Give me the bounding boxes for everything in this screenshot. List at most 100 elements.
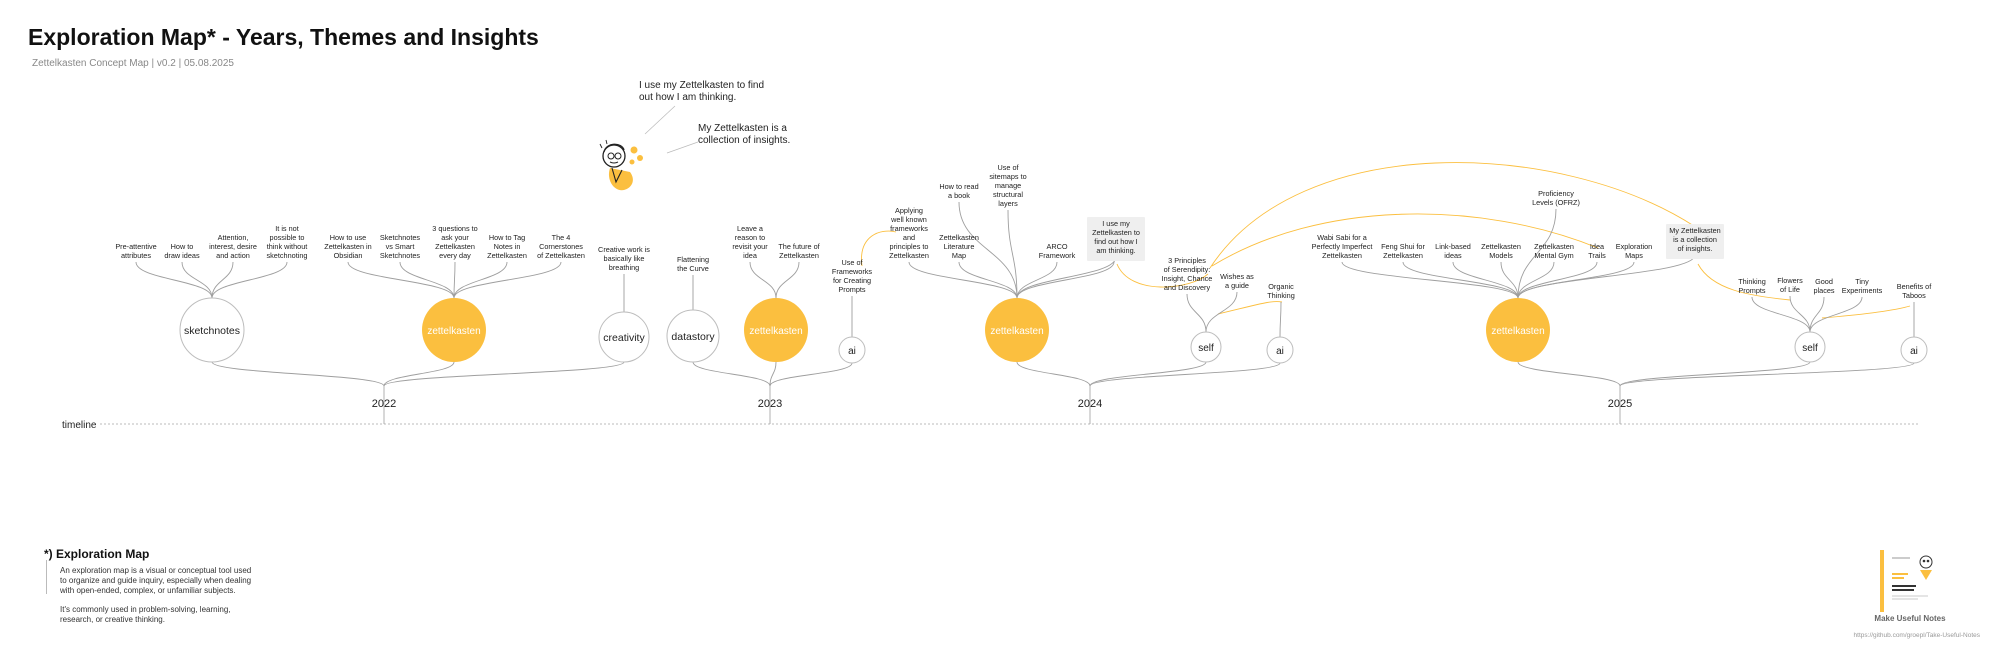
theme-hub-outline xyxy=(838,336,866,364)
note-label: Zettelkasten Models xyxy=(1481,242,1521,260)
insight-link xyxy=(1209,162,1695,269)
theme-hub-outline xyxy=(1266,336,1294,364)
note-connector xyxy=(1402,261,1519,299)
theme-year-connector xyxy=(1517,361,1621,387)
note-connector xyxy=(1186,293,1207,333)
note-label: Creative work is basically like breathing xyxy=(598,245,650,272)
note-connector xyxy=(749,261,777,299)
insight-link xyxy=(1211,213,1599,267)
quote-pointer xyxy=(666,141,699,154)
note-connector xyxy=(1517,208,1557,299)
note-label: How to Tag Notes in Zettelkasten xyxy=(487,233,527,260)
insight-link xyxy=(1116,263,1209,288)
theme-year-connector xyxy=(1619,361,1811,387)
note-label: Proficiency Levels (OFRZ) xyxy=(1532,189,1580,207)
year-label-2025: 2025 xyxy=(1608,398,1632,410)
theme-label: ai xyxy=(848,346,856,357)
brand-url[interactable]: https://github.com/groepl/Take-Useful-No… xyxy=(1853,632,1980,639)
footnote-divider xyxy=(46,560,47,594)
note-label: Exploration Maps xyxy=(1616,242,1653,260)
theme-year-connector xyxy=(769,362,853,387)
note-label: Wishes as a guide xyxy=(1220,272,1254,290)
note-label: Feng Shui for Zettelkasten xyxy=(1381,242,1425,260)
note-connector xyxy=(453,261,508,299)
theme-year-connector xyxy=(1619,362,1915,387)
note-label: Pre-attentive attributes xyxy=(115,242,156,260)
theme-hub-outline xyxy=(1190,331,1222,363)
note-label: Leave a reason to revisit your idea xyxy=(732,224,768,260)
quote-insights: My Zettelkasten is a collection of insig… xyxy=(698,123,791,146)
note-connector xyxy=(1279,301,1282,338)
note-connector xyxy=(1205,291,1238,333)
note-label: Good places xyxy=(1813,277,1834,295)
note-label: Use of sitemaps to manage structural layers xyxy=(989,163,1026,208)
quote-thinking: I use my Zettelkasten to find out how I … xyxy=(639,80,765,103)
theme-year-connector xyxy=(383,361,625,387)
note-connector xyxy=(1517,261,1555,299)
note-connector xyxy=(908,261,1018,299)
theme-hub-filled xyxy=(985,298,1049,362)
note-connector xyxy=(1016,256,1117,299)
note-label: Wabi Sabi for a Perfectly Imperfect Zettel… xyxy=(1312,233,1373,260)
year-label-2024: 2024 xyxy=(1078,398,1102,410)
note-label: Benefits of Taboos xyxy=(1897,282,1932,300)
note-connector xyxy=(453,261,456,299)
theme-hub-filled xyxy=(1486,298,1550,362)
note-label: Applying well known frameworks and principle… xyxy=(889,206,929,260)
note-connector xyxy=(135,261,213,299)
make-useful-notes-cover-logo xyxy=(1888,550,1938,602)
note-connector xyxy=(958,261,1018,299)
theme-hub-outline xyxy=(598,311,650,363)
note-label: Thinking Prompts xyxy=(1738,277,1766,295)
theme-label: zettelkasten xyxy=(1491,326,1544,337)
theme-hub-outline xyxy=(1900,336,1928,364)
theme-year-connector xyxy=(692,361,771,387)
theme-year-connector xyxy=(1016,361,1091,387)
note-label: Link-based ideas xyxy=(1435,242,1471,260)
footnote-paragraph: An exploration map is a visual or concep… xyxy=(60,566,252,595)
note-connector xyxy=(1751,296,1811,333)
theme-year-connector xyxy=(211,361,385,387)
note-connector xyxy=(1500,261,1519,299)
note-label: How to read a book xyxy=(939,182,978,200)
theme-hub-filled xyxy=(422,298,486,362)
year-label-2023: 2023 xyxy=(758,398,782,410)
note-label: Attention, interest, desire and action xyxy=(209,233,257,260)
note-connector xyxy=(775,261,800,299)
theme-year-connector xyxy=(1089,361,1207,387)
theme-hub-outline xyxy=(179,297,245,363)
note-connector xyxy=(1452,261,1519,299)
brand-accent-stripe xyxy=(1880,550,1884,612)
theme-label: ai xyxy=(1910,346,1918,357)
note-connector xyxy=(1809,296,1863,333)
footnote-title: *) Exploration Map xyxy=(44,547,150,561)
insight-link xyxy=(1217,301,1283,315)
quote-pointer xyxy=(644,105,676,135)
note-connector xyxy=(399,261,455,299)
note-connector xyxy=(211,261,234,299)
theme-label: creativity xyxy=(603,332,645,344)
brand-name: Make Useful Notes xyxy=(1874,614,1946,623)
note-label: The 4 Cornerstones of Zettelkasten xyxy=(537,233,585,260)
note-label: Organic Thinking xyxy=(1267,282,1295,300)
note-connector xyxy=(1016,261,1115,299)
note-label: Flattening the Curve xyxy=(677,255,709,273)
theme-hub-outline xyxy=(1794,331,1826,363)
theme-year-connector xyxy=(1089,362,1281,387)
note-connector xyxy=(958,201,1018,299)
footnote-paragraph: It's commonly used in problem-solving, l… xyxy=(60,605,231,624)
note-label: ARCO Framework xyxy=(1039,242,1076,260)
note-connector xyxy=(1789,295,1811,333)
note-connector xyxy=(453,261,562,299)
note-label: Sketchnotes vs Smart Sketchnotes xyxy=(380,233,421,260)
theme-year-connector xyxy=(769,361,777,387)
year-label-2022: 2022 xyxy=(372,398,396,410)
theme-label: self xyxy=(1198,343,1214,354)
theme-hub-outline xyxy=(666,309,720,363)
theme-label: ai xyxy=(1276,346,1284,357)
thinker-mascot-illustration xyxy=(599,139,643,191)
theme-label: zettelkasten xyxy=(749,326,802,337)
theme-year-connector xyxy=(383,361,455,387)
